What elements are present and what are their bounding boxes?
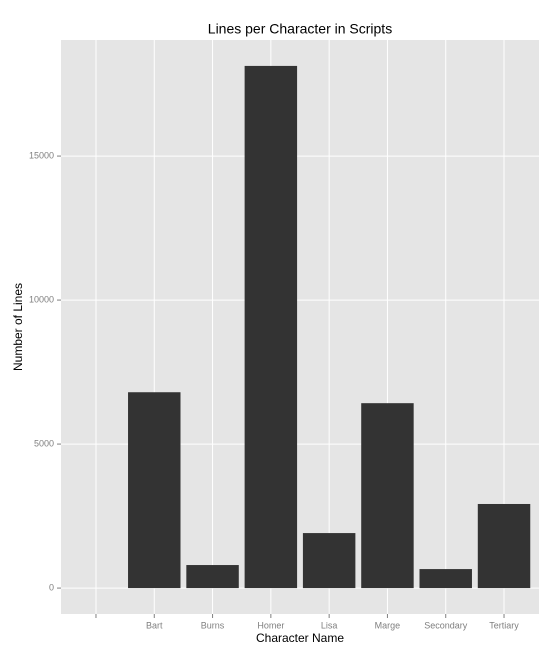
- x-tick-label: Bart: [146, 620, 163, 630]
- bars: [128, 65, 531, 589]
- x-tick-label: Marge: [375, 620, 401, 630]
- y-tick-label: 0: [49, 582, 54, 592]
- bar: [419, 569, 472, 589]
- bar: [302, 533, 356, 589]
- y-tick-label: 10000: [29, 294, 54, 304]
- x-tick-label: Lisa: [321, 620, 338, 630]
- bar: [477, 503, 531, 589]
- bar: [186, 565, 239, 589]
- x-axis-title: Character Name: [256, 631, 344, 645]
- bar: [244, 65, 298, 589]
- chart-title: Lines per Character in Scripts: [208, 21, 392, 37]
- y-axis-title: Number of Lines: [11, 283, 25, 371]
- x-tick-label: Tertiary: [489, 620, 519, 630]
- y-tick-label: 5000: [34, 438, 54, 448]
- x-tick-label: Homer: [257, 620, 284, 630]
- x-tick-label: Secondary: [424, 620, 468, 630]
- y-tick-label: 15000: [29, 150, 54, 160]
- bar: [128, 392, 181, 589]
- x-tick-label: Burns: [201, 620, 225, 630]
- bar: [361, 403, 414, 589]
